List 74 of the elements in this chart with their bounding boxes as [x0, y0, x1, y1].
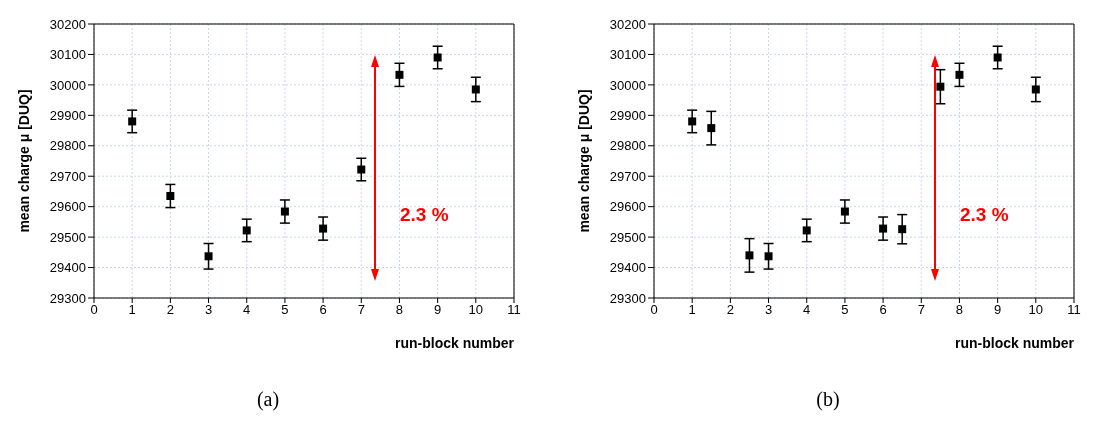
x-axis-title: run-block number: [394, 335, 515, 351]
y-tick-label: 29400: [609, 260, 646, 276]
point: [166, 192, 175, 201]
y-tick-label: 29700: [609, 168, 646, 184]
x-tick-label: 6: [319, 302, 327, 318]
point: [879, 224, 888, 233]
y-tick-label: 29300: [609, 290, 646, 306]
point: [357, 165, 366, 174]
point: [764, 252, 773, 261]
x-tick-label: 3: [204, 302, 213, 318]
point: [688, 117, 697, 126]
y-tick-label: 30000: [609, 77, 646, 93]
x-tick-label: 10: [468, 302, 484, 318]
point: [936, 82, 945, 91]
point: [840, 207, 849, 216]
x-tick-label: 5: [841, 302, 849, 318]
point: [471, 85, 480, 94]
point: [128, 117, 137, 126]
y-tick-label: 29700: [49, 168, 86, 184]
y-tick-label: 29900: [49, 107, 86, 123]
x-tick-label: 1: [688, 302, 696, 318]
y-axis-title: mean charge μ [DUQ]: [15, 89, 32, 233]
y-tick-label: 30200: [49, 16, 86, 32]
y-axis-title: mean charge μ [DUQ]: [575, 89, 592, 233]
point: [280, 207, 289, 216]
x-tick-label: 7: [917, 302, 925, 318]
y-tick-label: 30100: [49, 47, 86, 63]
y-tick-label: 29800: [49, 138, 86, 154]
point: [1031, 85, 1040, 94]
y-tick-label: 30000: [49, 77, 86, 93]
x-tick-label: 10: [1028, 302, 1044, 318]
x-tick-label: 8: [955, 302, 964, 318]
text: (b): [816, 388, 840, 411]
x-tick-label: 11: [1067, 302, 1081, 318]
y-tick-label: 29900: [609, 107, 646, 123]
x-tick-label: 2: [726, 302, 734, 318]
y-tick-label: 29300: [49, 290, 86, 306]
point: [319, 224, 328, 233]
x-tick-label: 1: [128, 302, 136, 318]
x-tick-label: 4: [803, 302, 811, 318]
y-tick-label: 29800: [609, 138, 646, 154]
y-tick-label: 30100: [609, 47, 646, 63]
x-tick-label: 4: [243, 302, 251, 318]
point: [242, 226, 251, 235]
point: [955, 70, 964, 79]
point: [433, 53, 442, 62]
point: [204, 252, 213, 261]
text: (a): [256, 388, 280, 411]
x-tick-label: 6: [879, 302, 887, 318]
x-tick-label: 3: [764, 302, 773, 318]
y-tick-label: 30200: [609, 16, 646, 32]
point: [898, 225, 907, 234]
x-tick-label: 5: [281, 302, 289, 318]
y-tick-label: 29600: [49, 199, 86, 215]
y-tick-label: 29400: [49, 260, 86, 276]
x-tick-label: 8: [395, 302, 404, 318]
x-tick-label: 0: [650, 302, 658, 318]
annotation: 2.3 %: [400, 204, 449, 226]
point: [395, 70, 404, 79]
y-tick-label: 29600: [609, 199, 646, 215]
x-tick-label: 7: [357, 302, 365, 318]
annotation: 2.3 %: [960, 204, 1009, 226]
x-tick-label: 9: [434, 302, 442, 318]
x-tick-label: 9: [994, 302, 1002, 318]
point: [802, 226, 811, 235]
point: [993, 53, 1002, 62]
x-tick-label: 2: [166, 302, 174, 318]
point: [745, 251, 754, 260]
x-tick-label: 11: [507, 302, 521, 318]
x-axis-title: run-block number: [954, 335, 1075, 351]
x-tick-label: 0: [90, 302, 98, 318]
y-tick-label: 29500: [49, 229, 86, 245]
point: [707, 124, 716, 133]
y-tick-label: 29500: [609, 229, 646, 245]
